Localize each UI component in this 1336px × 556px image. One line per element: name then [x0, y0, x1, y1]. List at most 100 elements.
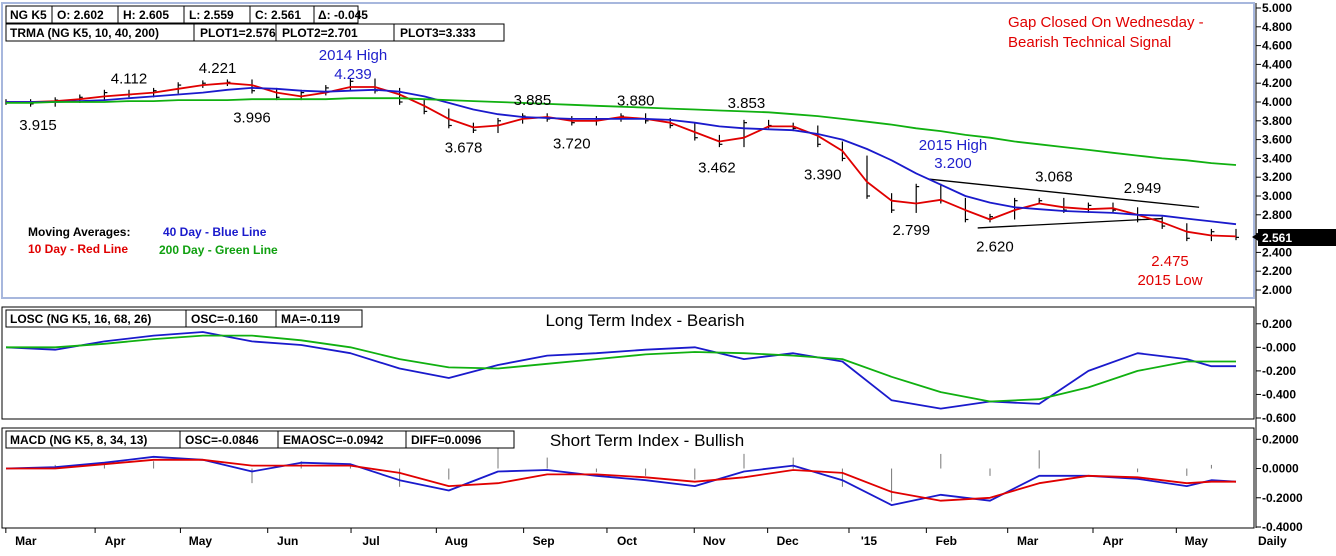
- x-tick-label: Jul: [362, 534, 379, 548]
- high-2014-value: 4.239: [334, 66, 372, 83]
- macd-plot-area: [5, 439, 1237, 507]
- y-tick-label: 3.000: [1262, 189, 1292, 203]
- x-tick-label: Oct: [617, 534, 637, 548]
- price-point-label: 4.112: [111, 70, 147, 87]
- y-tick-label: 3.600: [1262, 133, 1292, 147]
- losc-info-box: LOSC (NG K5, 16, 68, 26) OSC=-0.160 MA=-…: [5, 309, 363, 328]
- price-symbol-field: NG K5: [10, 8, 47, 22]
- legend-40-day: 40 Day - Blue Line: [163, 225, 267, 239]
- gap-annotation-line1: Gap Closed On Wednesday -: [1008, 14, 1204, 31]
- series-line-10-day: [6, 82, 1237, 238]
- price-point-label: 3.678: [445, 139, 483, 156]
- y-tick-label: 2.800: [1262, 208, 1292, 222]
- x-tick-label: Apr: [105, 534, 126, 548]
- open-field: O: 2.602: [57, 8, 104, 22]
- price-point-label: 2.620: [976, 239, 1014, 256]
- x-tick-label: Feb: [936, 534, 957, 548]
- macd-diff-value: DIFF=0.0096: [411, 433, 482, 447]
- y-tick-label: 0.0000: [1262, 462, 1299, 476]
- y-tick-label: 4.200: [1262, 76, 1292, 90]
- price-point-label: 2.799: [893, 222, 931, 239]
- low-2015-label: 2015 Low: [1137, 272, 1202, 289]
- macd-emaosc-value: EMAOSC=-0.0942: [283, 433, 384, 447]
- price-point-label: 3.880: [617, 92, 655, 109]
- high-2015-label: 2015 High: [919, 137, 987, 154]
- y-tick-label: -0.200: [1262, 364, 1296, 378]
- x-tick-label: May: [189, 534, 213, 548]
- current-price-label: 2.561: [1262, 231, 1292, 245]
- x-tick-label: Aug: [445, 534, 468, 548]
- x-tick-label: Sep: [533, 534, 555, 548]
- price-point-label: 4.221: [199, 60, 237, 77]
- legend-title: Moving Averages:: [28, 225, 130, 239]
- trma-plot3: PLOT3=3.333: [400, 26, 476, 40]
- high-2014-label: 2014 High: [319, 47, 387, 64]
- y-tick-label: 5.000: [1262, 1, 1292, 15]
- low-2015-value: 2.475: [1151, 253, 1189, 270]
- x-tick-label: Dec: [777, 534, 799, 548]
- price-point-label: 3.996: [233, 109, 271, 126]
- series-line-ma: [6, 334, 1236, 403]
- macd-panel-title: Short Term Index - Bullish: [550, 431, 744, 450]
- y-tick-label: -0.4000: [1262, 520, 1303, 534]
- trma-plot1: PLOT1=2.576: [200, 26, 276, 40]
- y-tick-label: 4.000: [1262, 95, 1292, 109]
- x-tick-label: Mar: [1017, 534, 1039, 548]
- price-point-label: 3.915: [19, 117, 57, 134]
- change-field: Δ: -0.045: [318, 8, 368, 22]
- price-panel-frame: [1, 2, 1255, 299]
- low-field: L: 2.559: [189, 8, 234, 22]
- x-tick-label: May: [1185, 534, 1209, 548]
- y-tick-label: -0.2000: [1262, 491, 1303, 505]
- y-tick-label: 0.2000: [1262, 432, 1299, 446]
- price-point-label: 2.949: [1124, 180, 1162, 197]
- y-tick-label: 4.600: [1262, 39, 1292, 53]
- triangle-lower-line: [977, 217, 1163, 229]
- high-field: H: 2.605: [123, 8, 169, 22]
- y-tick-label: 2.400: [1262, 245, 1292, 259]
- current-price-marker: [1258, 229, 1336, 246]
- y-tick-label: 4.400: [1262, 57, 1292, 71]
- close-field: C: 2.561: [255, 8, 301, 22]
- price-plot-area: [5, 78, 1239, 242]
- series-line-200-day: [6, 97, 1237, 166]
- series-line-emaosc: [6, 458, 1236, 502]
- y-tick-label: 2.000: [1262, 283, 1292, 297]
- price-point-labels: 4.112 4.221 3.915 3.996 3.885 3.880 3.853 3.678…: [19, 60, 1161, 255]
- losc-plot-area: [5, 331, 1236, 410]
- losc-panel-title: Long Term Index - Bearish: [545, 311, 744, 330]
- price-point-label: 3.853: [728, 95, 766, 112]
- y-tick-label: -0.400: [1262, 387, 1296, 401]
- losc-osc-value: OSC=-0.160: [191, 312, 258, 326]
- macd-osc-value: OSC=-0.0846: [185, 433, 259, 447]
- price-point-label: 3.720: [553, 135, 591, 152]
- series-line-40-day: [6, 87, 1237, 226]
- x-tick-label: Nov: [703, 534, 726, 548]
- macd-info-box: MACD (NG K5, 8, 34, 13) OSC=-0.0846 EMAO…: [5, 430, 515, 449]
- losc-params: LOSC (NG K5, 16, 68, 26): [10, 312, 151, 326]
- triangle-upper-line: [928, 178, 1200, 208]
- y-tick-label: 3.400: [1262, 151, 1292, 165]
- price-point-label: 3.390: [804, 166, 842, 183]
- price-point-label: 3.885: [514, 92, 552, 109]
- current-price-arrow: [1252, 232, 1260, 242]
- x-tick-label: Mar: [15, 534, 37, 548]
- price-point-label: 3.068: [1035, 169, 1073, 186]
- y-tick-label: -0.600: [1262, 411, 1296, 425]
- series-line-osc: [5, 455, 1237, 507]
- y-tick-label: -0.000: [1262, 340, 1296, 354]
- x-tick-label: Apr: [1103, 534, 1124, 548]
- axes: 2.0002.2002.4002.6002.8003.0003.2003.400…: [2, 1, 1303, 548]
- trma-params: TRMA (NG K5, 10, 40, 200): [10, 26, 159, 40]
- losc-ma-value: MA=-0.119: [281, 312, 340, 326]
- trma-plot2: PLOT2=2.701: [282, 26, 358, 40]
- x-tick-label: '15: [861, 534, 878, 548]
- timeframe-label: Daily: [1258, 534, 1287, 548]
- y-tick-label: 2.200: [1262, 264, 1292, 278]
- y-tick-label: 3.200: [1262, 170, 1292, 184]
- price-info-box: NG K5 O: 2.602 H: 2.605 L: 2.559 C: 2.56…: [5, 5, 368, 24]
- y-tick-label: 0.200: [1262, 317, 1292, 331]
- gap-annotation-line2: Bearish Technical Signal: [1008, 34, 1171, 51]
- x-tick-label: Jun: [277, 534, 298, 548]
